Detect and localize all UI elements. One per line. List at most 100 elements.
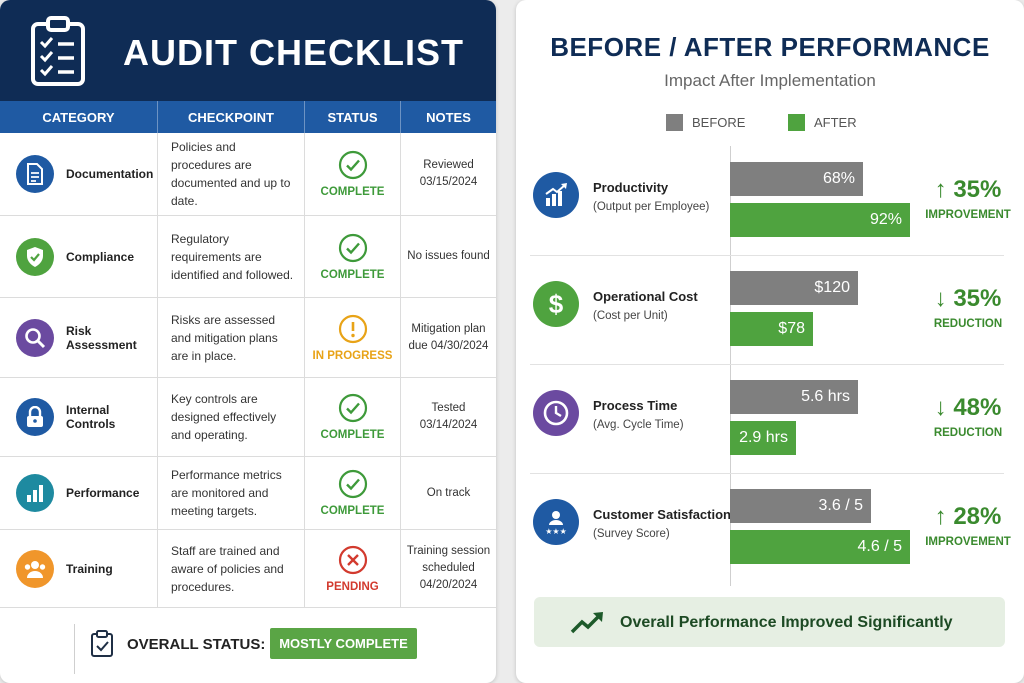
checkpoint-text: Risks are assessed and mitigation plans … [171, 312, 278, 363]
checkpoint-cell: Risks are assessed and mitigation plans … [158, 298, 305, 377]
notes-text: Reviewed 03/15/2024 [419, 159, 478, 188]
check-circle-icon [338, 393, 368, 423]
metric-name: Customer Satisfaction [593, 507, 731, 522]
notes-text: No issues found [407, 250, 490, 262]
status-cell: COMPLETE [305, 378, 401, 456]
change-percent: 35% [953, 176, 1002, 203]
checkpoint-text: Staff are trained and aware of policies … [171, 543, 284, 594]
status-label: COMPLETE [320, 505, 385, 517]
metric-subtitle: (Avg. Cycle Time) [593, 419, 684, 431]
svg-text:★★★: ★★★ [545, 527, 567, 536]
trend-up-arrow-icon [570, 612, 603, 634]
bar-before: 68% [730, 162, 863, 196]
checkpoint-cell: Regulatory requirements are identified a… [158, 216, 305, 297]
legend-before-swatch [666, 114, 683, 131]
category-cell: Risk Assessment [0, 298, 158, 377]
category-label: Internal Controls [66, 403, 116, 431]
status-label: IN PROGRESS [312, 349, 393, 362]
notes-cell: Reviewed 03/15/2024 [401, 133, 496, 215]
change-label: IMPROVEMENT [925, 536, 1011, 548]
status-cell: IN PROGRESS [305, 298, 401, 377]
notes-text: Training session scheduled 04/20/2024 [406, 545, 491, 591]
status-cell: COMPLETE [305, 457, 401, 529]
checkpoint-cell: Performance metrics are monitored and me… [158, 457, 305, 529]
notes-text: On track [426, 486, 471, 499]
category-label: Compliance [66, 249, 135, 264]
notes-cell: On track [401, 457, 496, 529]
arrow-down-icon: ↓ [934, 285, 947, 312]
check-circle-icon [338, 233, 368, 263]
clipboard-checklist-icon [31, 16, 85, 86]
notes-text: Tested 03/14/2024 [419, 402, 478, 431]
checkpoint-cell: Policies and procedures are documented a… [158, 133, 305, 215]
audit-checklist-panel: AUDIT CHECKLIST CATEGORY CHECKPOINT STAT… [0, 0, 496, 683]
arrow-up-icon: ↑ [934, 503, 947, 530]
metric-name: Operational Cost [593, 289, 698, 304]
legend-after-label: AFTER [814, 115, 857, 130]
overall-status-badge: MOSTLY COMPLETE [270, 628, 417, 659]
dollar-icon: $ [533, 281, 579, 327]
arrow-down-icon: ↓ [934, 394, 947, 421]
metric-subtitle: (Output per Employee) [593, 201, 710, 213]
chart-subtitle: Impact After Implementation [664, 71, 876, 90]
change-value: ↓ 48% [918, 394, 1018, 422]
exclamation-circle-icon [338, 314, 368, 344]
notes-cell: Mitigation plan due 04/30/2024 [401, 298, 496, 377]
metric-separator [530, 255, 1004, 256]
category-cell: Documentation [0, 133, 158, 215]
category-label: Risk Assessment [66, 323, 137, 352]
change-value: ↓ 35% [918, 285, 1018, 313]
overall-status-label: OVERALL STATUS: [127, 636, 266, 653]
magnifier-icon [16, 318, 54, 357]
bar-before: 5.6 hrs [730, 380, 858, 414]
summary-banner [534, 597, 1005, 647]
checklist-header: AUDIT CHECKLIST [0, 0, 496, 101]
chart-axis-line [730, 146, 731, 586]
change-label: REDUCTION [933, 427, 1003, 439]
clipboard-check-icon [91, 630, 113, 657]
col-header-checkpoint: CHECKPOINT [158, 101, 305, 133]
people-icon [16, 549, 54, 588]
checklist-row: Training Staff are trained and aware of … [0, 530, 496, 608]
status-label: COMPLETE [320, 268, 385, 281]
checklist-row: Risk Assessment Risks are assessed and m… [0, 298, 496, 378]
performance-panel: BEFORE / AFTER PERFORMANCE Impact After … [516, 0, 1024, 683]
legend-before: BEFORE [666, 114, 745, 131]
change-percent: 28% [953, 503, 1002, 530]
category-cell: Internal Controls [0, 378, 158, 456]
checklist-row: Internal Controls Key controls are desig… [0, 378, 496, 457]
footer-divider [74, 624, 75, 674]
bar-after: 92% [730, 203, 910, 237]
metric-separator [530, 473, 1004, 474]
change-value: ↑ 28% [918, 503, 1018, 531]
arrow-up-icon: ↑ [934, 176, 947, 203]
category-cell: Performance [0, 457, 158, 529]
category-label: Performance [66, 486, 140, 500]
check-circle-icon [338, 469, 368, 499]
checkpoint-text: Performance metrics are monitored and me… [171, 468, 282, 518]
bar-before: 3.6 / 5 [730, 489, 871, 523]
change-percent: 35% [953, 285, 1002, 312]
status-label: PENDING [326, 580, 379, 593]
bar-after: $78 [730, 312, 813, 346]
customer-stars-icon: ★★★ [533, 499, 579, 545]
col-header-category: CATEGORY [0, 101, 158, 133]
document-icon [16, 155, 54, 193]
category-cell: Training [0, 530, 158, 607]
chart-title: BEFORE / AFTER PERFORMANCE [550, 32, 990, 62]
change-label: REDUCTION [933, 318, 1003, 330]
shield-check-icon [16, 237, 54, 276]
status-label: COMPLETE [320, 429, 385, 441]
check-circle-icon [338, 150, 368, 180]
metric-name: Productivity [593, 180, 669, 195]
bar-after: 2.9 hrs [730, 421, 796, 455]
metric-separator [530, 364, 1004, 365]
checklist-row: Compliance Regulatory requirements are i… [0, 216, 496, 298]
metric-subtitle: (Survey Score) [593, 528, 670, 540]
trend-chart-icon [533, 172, 579, 218]
x-circle-icon [338, 545, 368, 575]
bar-chart-icon [16, 474, 54, 512]
notes-cell: Training session scheduled 04/20/2024 [401, 530, 496, 607]
checkpoint-text: Regulatory requirements are identified a… [171, 231, 294, 282]
clock-icon [533, 390, 579, 436]
